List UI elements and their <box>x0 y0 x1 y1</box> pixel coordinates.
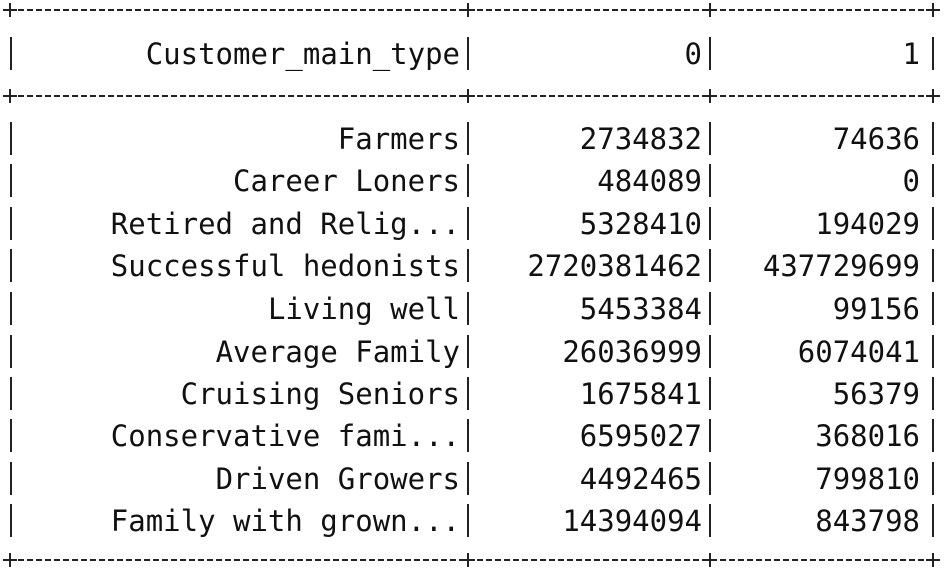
column-separator <box>467 335 469 368</box>
column-separator <box>10 164 12 197</box>
row-value-1: 843798 <box>815 504 920 538</box>
column-separator <box>467 377 469 410</box>
table-row: Cruising Seniors 1675841 56379 <box>0 373 945 415</box>
table-row: Successful hedonists 2720381462 43772969… <box>0 245 945 287</box>
row-value-0: 5453384 <box>579 292 702 326</box>
column-separator <box>709 37 711 70</box>
table-row: Farmers 2734832 74636 <box>0 118 945 160</box>
column-separator <box>709 335 711 368</box>
row-value-0: 6595027 <box>579 419 702 453</box>
row-label: Farmers <box>337 122 460 156</box>
row-value-0: 2720381462 <box>527 249 702 283</box>
column-separator <box>932 292 934 325</box>
column-separator <box>10 207 12 240</box>
row-label: Cruising Seniors <box>180 377 460 411</box>
column-separator <box>467 419 469 452</box>
column-separator <box>10 462 12 495</box>
row-value-1: 368016 <box>815 419 920 453</box>
column-separator <box>467 164 469 197</box>
row-value-0: 14394094 <box>562 504 702 538</box>
table-header-separator <box>0 88 945 104</box>
row-value-1: 56379 <box>832 377 920 411</box>
row-label: Driven Growers <box>215 462 460 496</box>
column-separator <box>10 504 12 537</box>
table-header-row: Customer_main_type 0 1 <box>0 33 945 75</box>
table-row: Family with grown... 14394094 843798 <box>0 500 945 542</box>
column-separator <box>467 292 469 325</box>
row-value-0: 5328410 <box>579 207 702 241</box>
column-separator <box>10 419 12 452</box>
column-separator <box>709 462 711 495</box>
row-label: Successful hedonists <box>110 249 460 283</box>
column-separator <box>10 292 12 325</box>
column-separator <box>932 377 934 410</box>
row-label: Retired and Relig... <box>110 207 460 241</box>
row-label: Career Loners <box>233 164 460 198</box>
column-separator <box>467 207 469 240</box>
column-separator <box>709 292 711 325</box>
row-value-0: 484089 <box>597 164 702 198</box>
row-value-1: 99156 <box>832 292 920 326</box>
column-separator <box>10 37 12 70</box>
column-separator <box>10 377 12 410</box>
column-separator <box>467 37 469 70</box>
row-label: Average Family <box>215 335 460 369</box>
row-label: Family with grown... <box>110 504 460 538</box>
table-row: Driven Growers 4492465 799810 <box>0 458 945 500</box>
column-separator <box>467 504 469 537</box>
column-separator <box>10 122 12 155</box>
column-separator <box>709 122 711 155</box>
row-value-0: 26036999 <box>562 335 702 369</box>
row-value-0: 1675841 <box>579 377 702 411</box>
column-separator <box>467 462 469 495</box>
column-separator <box>709 377 711 410</box>
column-separator <box>932 37 934 70</box>
column-header-1: 1 <box>902 37 920 71</box>
column-separator <box>709 249 711 282</box>
column-separator <box>932 504 934 537</box>
column-separator <box>932 164 934 197</box>
row-value-1: 6074041 <box>797 335 920 369</box>
table-row: Conservative fami... 6595027 368016 <box>0 415 945 457</box>
column-separator <box>932 122 934 155</box>
column-separator <box>709 164 711 197</box>
column-separator <box>932 419 934 452</box>
column-separator <box>709 207 711 240</box>
table-row: Retired and Relig... 5328410 194029 <box>0 203 945 245</box>
column-separator <box>10 249 12 282</box>
column-header-customer-main-type: Customer_main_type <box>145 37 460 71</box>
column-separator <box>10 335 12 368</box>
column-separator <box>467 122 469 155</box>
column-separator <box>932 249 934 282</box>
row-value-1: 437729699 <box>762 249 920 283</box>
row-value-0: 4492465 <box>579 462 702 496</box>
row-value-1: 194029 <box>815 207 920 241</box>
column-separator <box>709 504 711 537</box>
column-separator <box>932 207 934 240</box>
table-row: Average Family 26036999 6074041 <box>0 331 945 373</box>
column-separator <box>467 249 469 282</box>
row-value-1: 799810 <box>815 462 920 496</box>
row-label: Conservative fami... <box>110 419 460 453</box>
row-value-0: 2734832 <box>579 122 702 156</box>
table-row: Career Loners 484089 0 <box>0 160 945 202</box>
table-row: Living well 5453384 99156 <box>0 288 945 330</box>
column-separator <box>709 419 711 452</box>
table-bottom-border <box>0 552 945 568</box>
column-separator <box>932 462 934 495</box>
column-separator <box>932 335 934 368</box>
table-top-border <box>0 2 945 18</box>
row-value-1: 0 <box>902 164 920 198</box>
column-header-0: 0 <box>684 37 702 71</box>
row-label: Living well <box>267 292 460 326</box>
row-value-1: 74636 <box>832 122 920 156</box>
